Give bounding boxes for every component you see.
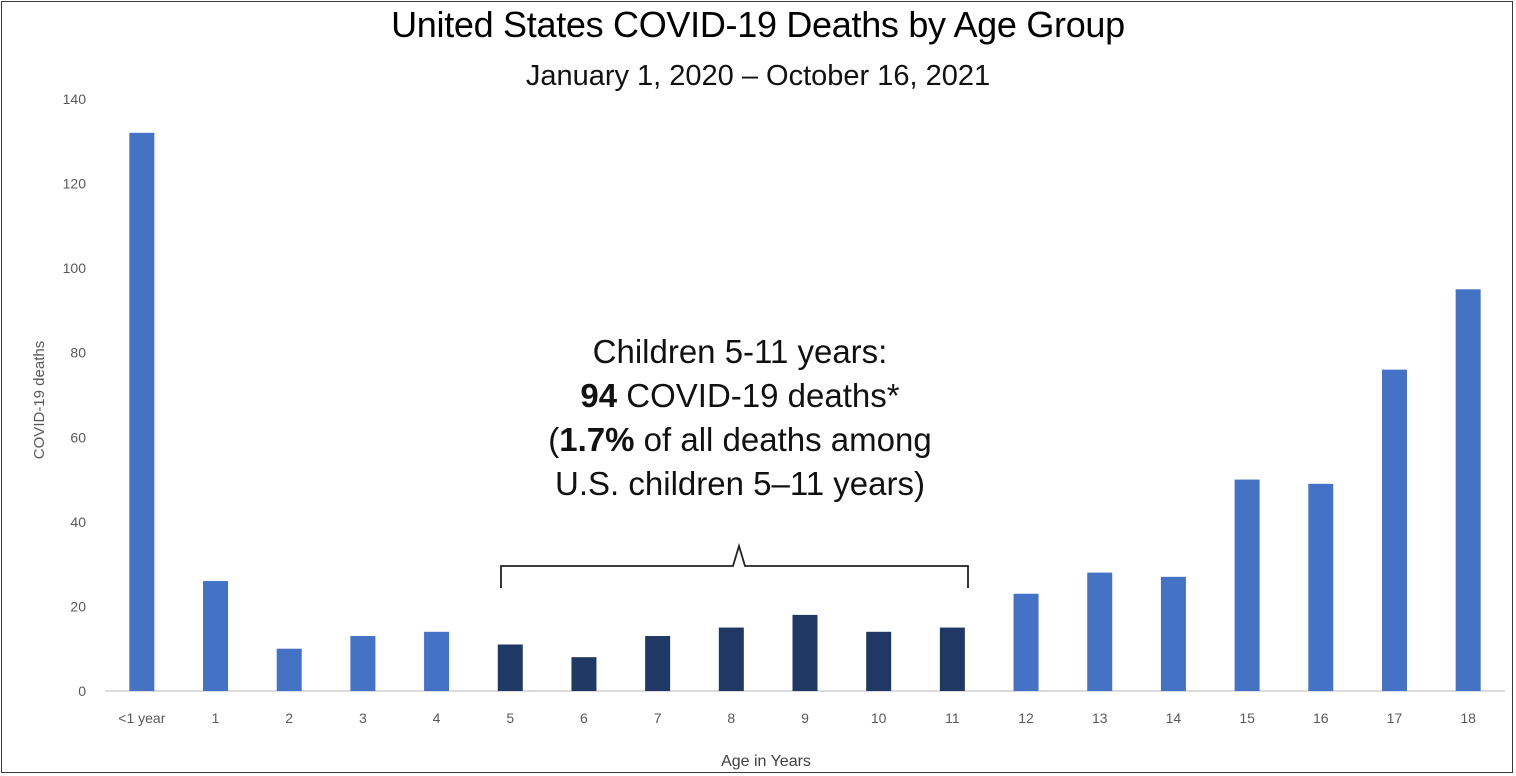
x-tick-label: 10 (871, 710, 887, 726)
annotation-text: Children 5-11 years: 94 COVID-19 deaths*… (440, 330, 1040, 506)
bar (1381, 369, 1407, 691)
annotation-line-4: U.S. children 5–11 years) (555, 465, 925, 502)
y-tick-label: 140 (63, 91, 87, 107)
bar (129, 132, 155, 692)
bars (129, 132, 1481, 692)
bar (571, 657, 597, 691)
x-tick-label: 15 (1239, 710, 1255, 726)
bar (1160, 576, 1186, 691)
annotation-line-3: (1.7% of all deaths among (548, 421, 932, 458)
y-tick-label: 60 (70, 429, 86, 445)
bar (939, 627, 965, 691)
bar (645, 636, 671, 691)
x-tick-label: 16 (1313, 710, 1329, 726)
bar (1013, 593, 1039, 691)
y-tick-label: 120 (63, 176, 87, 192)
x-tick-label: 11 (945, 710, 960, 726)
x-tick-label: 8 (727, 710, 735, 726)
y-axis-ticks: 0 20 40 60 80 100 120 140 (63, 91, 87, 699)
annotation-line-1: Children 5-11 years: (592, 333, 888, 370)
x-tick-label: 6 (580, 710, 588, 726)
bar (866, 631, 892, 691)
x-tick-label: 12 (1018, 710, 1034, 726)
bar (792, 614, 818, 691)
y-tick-label: 100 (63, 260, 87, 276)
annotation-percent: 1.7% (559, 421, 635, 458)
x-tick-label: 4 (433, 710, 441, 726)
y-tick-label: 0 (78, 683, 86, 699)
x-tick-label: 13 (1092, 710, 1108, 726)
x-tick-label: 9 (801, 710, 809, 726)
y-axis-label: COVID-19 deaths (31, 341, 48, 459)
bar (424, 631, 450, 691)
chart-title: United States COVID-19 Deaths by Age Gro… (391, 4, 1125, 45)
x-tick-label: 5 (506, 710, 514, 726)
bar (203, 581, 229, 691)
y-tick-label: 40 (70, 514, 86, 530)
x-tick-label: 14 (1166, 710, 1182, 726)
x-tick-label: 7 (654, 710, 662, 726)
x-tick-label: <1 year (118, 710, 165, 726)
age-5-11-bracket (500, 542, 969, 588)
bar (1234, 479, 1260, 691)
bar (718, 627, 744, 691)
x-tick-label: 1 (212, 710, 220, 726)
x-tick-label: 3 (359, 710, 367, 726)
annotation-line-2: 94 COVID-19 deaths* (580, 377, 900, 414)
bar (1308, 483, 1334, 691)
bar (497, 644, 523, 691)
y-tick-label: 20 (70, 598, 86, 614)
x-tick-label: 17 (1387, 710, 1403, 726)
chart-subtitle: January 1, 2020 – October 16, 2021 (525, 60, 991, 92)
x-axis-label: Age in Years (721, 753, 811, 770)
x-tick-label: 2 (285, 710, 293, 726)
bar (1455, 289, 1481, 691)
bar (1087, 572, 1113, 691)
bar (276, 648, 302, 691)
y-tick-label: 80 (70, 345, 86, 361)
x-axis-ticks: <1 year 1 2 3 4 5 6 7 8 9 10 11 12 13 14 15 16 17 18 (118, 710, 1476, 726)
annotation-deaths-count: 94 (580, 377, 618, 414)
bar (350, 636, 376, 691)
x-tick-label: 18 (1460, 710, 1476, 726)
